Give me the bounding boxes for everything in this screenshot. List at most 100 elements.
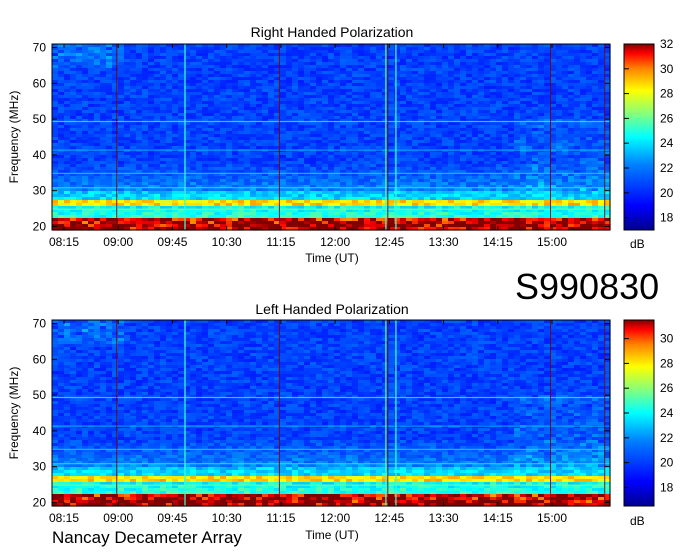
spectrogram-cell xyxy=(196,59,203,63)
spectrogram-cell xyxy=(466,104,473,108)
spectrogram-cell xyxy=(562,110,569,114)
spectrogram-cell xyxy=(406,98,413,102)
spectrogram-cell xyxy=(286,110,293,114)
spectrogram-cell xyxy=(94,44,101,48)
spectrogram-cell xyxy=(604,89,611,93)
spectrogram-cell xyxy=(520,83,527,87)
spectrogram-cell xyxy=(190,104,197,108)
spectrogram-cell xyxy=(178,89,185,93)
spectrogram-cell xyxy=(196,50,203,54)
spectrogram-cell xyxy=(448,44,455,48)
spectrogram-cell xyxy=(58,110,65,114)
spectrogram-cell xyxy=(238,86,245,90)
spectrogram-cell xyxy=(244,92,251,96)
spectrogram-cell xyxy=(460,89,467,93)
spectrogram-cell xyxy=(424,74,431,78)
spectrogram-cell xyxy=(580,65,587,69)
spectrogram-cell xyxy=(76,80,83,84)
spectrogram-cell xyxy=(514,47,521,51)
spectrogram-cell xyxy=(562,68,569,72)
spectrogram-cell xyxy=(214,62,221,66)
spectrogram-cell xyxy=(70,50,77,54)
spectrogram-cell xyxy=(466,59,473,63)
spectrogram-cell xyxy=(148,62,155,66)
spectrogram-cell xyxy=(136,71,143,75)
spectrogram-cell xyxy=(574,119,581,123)
spectrogram-cell xyxy=(268,116,275,120)
spectrogram-cell xyxy=(502,47,509,51)
spectrogram-cell xyxy=(424,50,431,54)
spectrogram-cell xyxy=(376,50,383,54)
spectrogram-cell xyxy=(484,89,491,93)
spectrogram-cell xyxy=(340,68,347,72)
spectrogram-cell xyxy=(454,110,461,114)
spectrogram-cell xyxy=(460,59,467,63)
spectrogram-cell xyxy=(64,107,71,111)
spectrogram-cell xyxy=(244,62,251,66)
spectrogram-cell xyxy=(64,113,71,117)
spectrogram-cell xyxy=(178,56,185,60)
spectrogram-cell xyxy=(394,113,401,117)
spectrogram-cell xyxy=(460,68,467,72)
spectrogram-cell xyxy=(334,95,341,99)
spectrogram-cell xyxy=(580,59,587,63)
spectrogram-cell xyxy=(514,65,521,69)
spectrogram-cell xyxy=(538,92,545,96)
spectrogram-cell xyxy=(52,62,59,66)
spectrogram-cell xyxy=(478,50,485,54)
spectrogram-cell xyxy=(166,74,173,78)
spectrogram-cell xyxy=(508,119,515,123)
spectrogram-cell xyxy=(466,62,473,66)
spectrogram-cell xyxy=(256,56,263,60)
spectrogram-cell xyxy=(400,92,407,96)
spectrogram-cell xyxy=(172,86,179,90)
spectrogram-cell xyxy=(232,62,239,66)
spectrogram-cell xyxy=(160,92,167,96)
spectrogram-cell xyxy=(328,65,335,69)
spectrogram-cell xyxy=(532,86,539,90)
spectrogram-cell xyxy=(586,107,593,111)
spectrogram-cell xyxy=(166,77,173,81)
spectrogram-cell xyxy=(574,56,581,60)
spectrogram-cell xyxy=(394,122,401,126)
spectrogram-cell xyxy=(454,125,461,129)
spectrogram-cell xyxy=(448,59,455,63)
spectrogram-cell xyxy=(340,59,347,63)
spectrogram-cell xyxy=(52,44,59,48)
spectrogram-cell xyxy=(256,74,263,78)
spectrogram-cell xyxy=(430,53,437,57)
spectrogram-cell xyxy=(130,50,137,54)
spectrogram-cell xyxy=(112,101,119,105)
spectrogram-cell xyxy=(568,53,575,57)
spectrogram-cell xyxy=(310,110,317,114)
spectrogram-cell xyxy=(136,101,143,105)
spectrogram-cell xyxy=(460,119,467,123)
spectrogram-cell xyxy=(298,119,305,123)
spectrogram-cell xyxy=(568,95,575,99)
spectrogram-cell xyxy=(64,92,71,96)
spectrogram-cell xyxy=(268,56,275,60)
spectrogram-cell xyxy=(406,62,413,66)
spectrogram-cell xyxy=(250,89,257,93)
spectrogram-cell xyxy=(340,86,347,90)
spectrogram-cell xyxy=(76,107,83,111)
spectrogram-cell xyxy=(376,110,383,114)
spectrogram-cell xyxy=(262,80,269,84)
spectrogram-cell xyxy=(388,119,395,123)
spectrogram-cell xyxy=(442,89,449,93)
spectrogram-cell xyxy=(508,62,515,66)
spectrogram-cell xyxy=(94,113,101,117)
spectrogram-cell xyxy=(406,44,413,48)
spectrogram-cell xyxy=(208,80,215,84)
spectrogram-cell xyxy=(574,47,581,51)
spectrogram-cell xyxy=(292,77,299,81)
spectrogram-cell xyxy=(358,50,365,54)
spectrogram-cell xyxy=(532,122,539,126)
spectrogram-cell xyxy=(358,122,365,126)
spectrogram-cell xyxy=(460,107,467,111)
spectrogram-cell xyxy=(550,89,557,93)
spectrogram-cell xyxy=(160,86,167,90)
spectrogram-cell xyxy=(166,50,173,54)
spectrogram-cell xyxy=(124,110,131,114)
spectrogram-cell xyxy=(226,71,233,75)
